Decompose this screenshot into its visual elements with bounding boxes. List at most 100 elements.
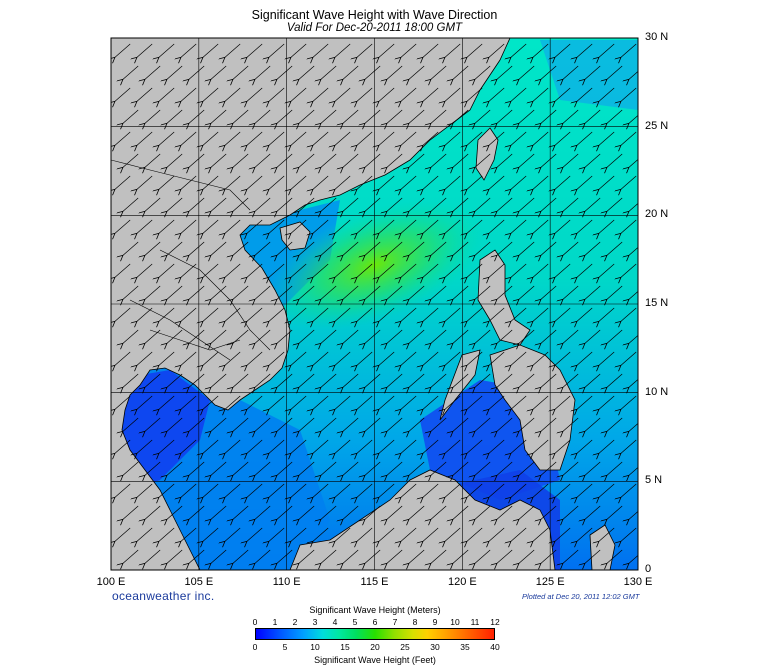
wave-arrow: [540, 329, 557, 344]
feet-tick: 25: [400, 642, 410, 652]
wave-arrow: [378, 527, 395, 542]
wave-arrow: [510, 307, 527, 322]
wave-arrow: [320, 197, 337, 212]
wave-arrow: [166, 549, 183, 564]
wave-arrow: [232, 241, 249, 256]
wave-arrow: [488, 175, 505, 190]
wave-arrow: [202, 351, 219, 366]
wave-arrow: [166, 505, 183, 520]
wave-arrow: [408, 549, 425, 564]
wave-arrow: [408, 109, 425, 124]
wave-arrow: [576, 263, 593, 278]
wave-arrow: [554, 219, 571, 234]
wave-arrow: [254, 329, 271, 344]
wave-arrow: [136, 351, 153, 366]
wave-arrow: [122, 373, 139, 388]
wave-arrow: [378, 483, 395, 498]
lat-label: 10 N: [645, 385, 669, 398]
wave-arrow: [180, 175, 197, 190]
wave-arrow: [180, 439, 197, 454]
wave-arrow: [598, 219, 615, 234]
wave-arrow: [628, 422, 638, 432]
wave-arrow: [298, 153, 315, 168]
wave-arrow: [554, 439, 571, 454]
wave-arrow: [312, 87, 329, 102]
wave-arrow: [356, 87, 373, 102]
wave-arrow: [408, 197, 425, 212]
meter-tick: 9: [432, 617, 438, 627]
wave-arrow: [188, 329, 205, 344]
wave-arrow: [202, 131, 219, 146]
wave-arrow: [364, 549, 381, 564]
wave-arrow: [474, 549, 491, 564]
wave-arrow: [254, 197, 271, 212]
wave-arrow: [144, 329, 161, 344]
wave-arrow: [444, 527, 461, 542]
wave-arrow: [290, 395, 307, 410]
wave-arrow: [518, 505, 535, 520]
wave-arrow: [584, 549, 601, 564]
wave-arrow: [422, 263, 439, 278]
wave-arrow: [356, 219, 373, 234]
wave-arrow: [540, 153, 557, 168]
wave-arrow: [342, 549, 359, 564]
wave-arrow: [474, 197, 491, 212]
wave-arrow: [356, 483, 373, 498]
wave-arrow: [576, 395, 593, 410]
wave-arrow: [364, 329, 381, 344]
wave-arrow: [408, 241, 425, 256]
wave-arrow: [510, 439, 527, 454]
wave-arrow: [224, 175, 241, 190]
wave-arrow: [378, 263, 395, 278]
lat-label: 5 N: [645, 474, 663, 487]
wave-arrow: [136, 527, 153, 542]
wave-arrow: [166, 109, 183, 124]
wave-arrow: [422, 131, 439, 146]
lat-label: 15 N: [645, 297, 669, 309]
wave-arrow: [598, 87, 615, 102]
wave-arrow: [488, 43, 505, 58]
map-frame: [110, 37, 639, 571]
wave-arrow: [342, 153, 359, 168]
wave-arrow: [496, 197, 513, 212]
wave-arrow: [554, 483, 571, 498]
wave-arrow: [430, 329, 447, 344]
wave-arrow: [144, 153, 161, 168]
wave-arrow: [320, 417, 337, 432]
wave-arrow: [584, 505, 601, 520]
wave-arrow: [598, 263, 615, 278]
wave-arrow: [224, 307, 241, 322]
wave-arrow: [510, 395, 527, 410]
wave-arrow: [268, 175, 285, 190]
wave-arrow: [562, 285, 579, 300]
lat-label: 30 N: [645, 31, 669, 43]
wave-arrow: [532, 351, 549, 366]
wave-arrow: [312, 175, 329, 190]
wave-arrow: [430, 285, 447, 300]
wave-arrow: [466, 219, 483, 234]
wave-arrow: [554, 87, 571, 102]
wave-arrow: [166, 417, 183, 432]
wave-arrow: [356, 175, 373, 190]
wave-arrow: [408, 461, 425, 476]
wave-arrow: [400, 263, 417, 278]
meter-tick: 6: [372, 617, 378, 627]
wave-arrow: [400, 307, 417, 322]
wave-arrow: [496, 417, 513, 432]
wave-arrow: [114, 263, 131, 278]
wave-arrow: [334, 307, 351, 322]
feet-tick: 30: [430, 642, 440, 652]
wave-arrow: [202, 483, 219, 498]
wave-arrow: [298, 109, 315, 124]
wave-arrow: [554, 395, 571, 410]
wave-arrow: [312, 219, 329, 234]
wave-arrow: [144, 285, 161, 300]
wave-arrow: [298, 65, 315, 80]
wave-arrow: [246, 263, 263, 278]
wave-arrow: [606, 153, 623, 168]
wave-arrow: [488, 483, 505, 498]
wave-arrow: [290, 351, 307, 366]
wave-arrow: [180, 219, 197, 234]
wave-arrow: [158, 439, 175, 454]
wave-arrow: [386, 285, 403, 300]
